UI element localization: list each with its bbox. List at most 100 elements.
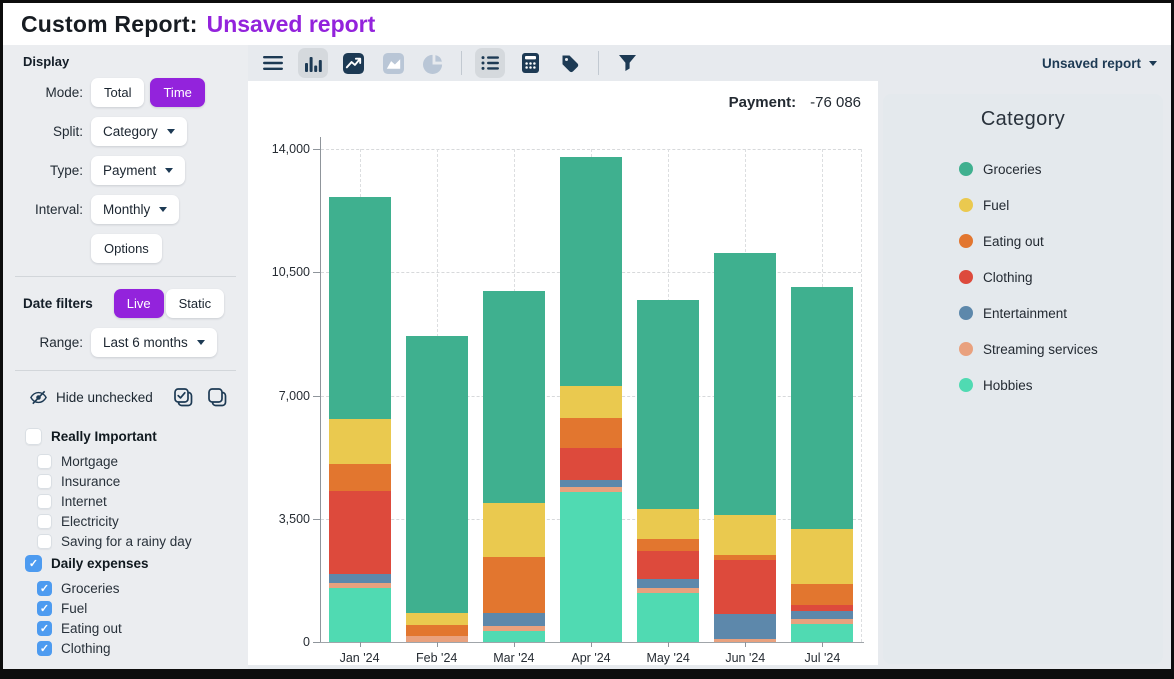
date-filter-static-button[interactable]: Static: [165, 289, 225, 318]
bar-mar-24[interactable]: [482, 149, 545, 642]
menu-icon[interactable]: [258, 48, 288, 78]
legend-item[interactable]: Fuel: [883, 187, 1163, 223]
mode-row: Mode: Total Time: [3, 78, 248, 107]
checkbox-checked[interactable]: ✓: [37, 600, 52, 616]
bar-jun-24[interactable]: [714, 149, 777, 642]
category-label: Clothing: [61, 640, 111, 656]
type-dropdown[interactable]: Payment: [91, 156, 186, 185]
check-all-button[interactable]: [173, 387, 194, 408]
category-row: Saving for a rainy day: [3, 531, 248, 551]
interval-dropdown[interactable]: Monthly: [91, 195, 180, 224]
type-value: Payment: [103, 163, 157, 178]
legend-item-label: Hobbies: [983, 377, 1033, 393]
y-tick: [313, 518, 320, 520]
bar-segment: [482, 290, 545, 503]
chevron-down-icon: [166, 129, 175, 134]
bar-segment: [791, 528, 854, 585]
checkbox-unchecked[interactable]: [37, 533, 52, 549]
checkbox-unchecked[interactable]: [37, 493, 52, 509]
category-label: Fuel: [61, 600, 88, 616]
bar-segment: [328, 418, 391, 465]
x-tick-label: Jun '24: [725, 651, 766, 665]
chevron-down-icon: [159, 207, 168, 212]
options-button[interactable]: Options: [91, 234, 162, 263]
range-dropdown[interactable]: Last 6 months: [91, 328, 217, 357]
bar-segment: [637, 551, 700, 580]
checkbox-checked[interactable]: ✓: [37, 580, 52, 596]
legend-color-dot: [959, 198, 973, 212]
checkbox-unchecked[interactable]: [37, 473, 52, 489]
mode-time-button[interactable]: Time: [150, 78, 205, 107]
split-row: Split: Category: [3, 117, 248, 146]
sidebar: Display Mode: Total Time Split: Category…: [3, 45, 248, 669]
bar-may-24[interactable]: [637, 149, 700, 642]
bar-segment: [328, 196, 391, 419]
bar-segment: [405, 625, 468, 637]
sidebar-divider: [15, 276, 236, 277]
mode-label: Mode:: [45, 85, 83, 100]
uncheck-all-button[interactable]: [207, 387, 228, 408]
checkbox-unchecked[interactable]: [25, 427, 42, 445]
legend-item[interactable]: Entertainment: [883, 295, 1163, 331]
bar-feb-24[interactable]: [405, 149, 468, 642]
legend-item-label: Streaming services: [983, 341, 1098, 357]
legend-item[interactable]: Clothing: [883, 259, 1163, 295]
bar-segment: [560, 447, 622, 480]
body-row: Display Mode: Total Time Split: Category…: [3, 45, 1171, 669]
category-label: Mortgage: [61, 453, 119, 469]
bar-segment: [791, 584, 854, 605]
bar-segment: [405, 612, 468, 626]
hide-unchecked-label: Hide unchecked: [56, 389, 153, 405]
list-icon[interactable]: [475, 48, 505, 78]
bar-segment: [637, 588, 700, 594]
sidebar-divider: [15, 370, 236, 371]
hide-unchecked-row: Hide unchecked: [3, 383, 248, 411]
bar-segment: [714, 514, 777, 556]
x-tick-label: Feb '24: [416, 651, 458, 665]
legend-color-dot: [959, 270, 973, 284]
report-selector[interactable]: Unsaved report: [1042, 45, 1157, 81]
bar-segment: [714, 252, 777, 515]
category-row: Mortgage: [3, 451, 248, 471]
line-chart-icon[interactable]: [338, 48, 368, 78]
chart-total: Payment: -76 086: [729, 94, 861, 111]
legend-item[interactable]: Eating out: [883, 223, 1163, 259]
date-filter-live-button[interactable]: Live: [113, 289, 164, 318]
report-selector-label: Unsaved report: [1041, 55, 1141, 71]
bar-apr-24[interactable]: [560, 149, 622, 642]
checkbox-unchecked[interactable]: [37, 453, 52, 469]
legend-item[interactable]: Groceries: [883, 151, 1163, 187]
legend-item[interactable]: Streaming services: [883, 331, 1163, 367]
range-value: Last 6 months: [103, 335, 188, 350]
checkbox-unchecked[interactable]: [37, 513, 52, 529]
tag-icon[interactable]: [555, 48, 585, 78]
bar-segment: [791, 287, 854, 529]
bar-jul-24[interactable]: [791, 149, 854, 642]
x-tick-label: Jul '24: [804, 651, 841, 665]
legend-item[interactable]: Hobbies: [883, 367, 1163, 403]
y-tick-label: 0: [303, 635, 310, 649]
app-window: Custom Report: Unsaved report Display Mo…: [3, 3, 1171, 669]
chart-total-value: -76 086: [810, 94, 861, 111]
checkbox-checked[interactable]: ✓: [25, 554, 42, 572]
bar-segment: [405, 636, 468, 642]
bar-segment: [560, 479, 622, 488]
area-chart-icon[interactable]: [378, 48, 408, 78]
y-tick-label: 14,000: [271, 142, 310, 156]
x-tick: [591, 642, 592, 647]
interval-label: Interval:: [34, 202, 83, 217]
toolbar-icons: [253, 48, 647, 78]
filter-icon[interactable]: [612, 48, 642, 78]
calculator-icon[interactable]: [515, 48, 545, 78]
checkbox-checked[interactable]: ✓: [37, 640, 52, 656]
split-dropdown[interactable]: Category: [91, 117, 187, 146]
mode-total-button[interactable]: Total: [91, 78, 145, 107]
bar-chart-icon[interactable]: [298, 48, 328, 78]
category-tree: Really Important Mortgage Insurance Interne…: [3, 424, 248, 658]
bar-jan-24[interactable]: [328, 149, 391, 642]
split-label: Split:: [52, 124, 83, 139]
pie-chart-icon[interactable]: [418, 48, 448, 78]
checkbox-checked[interactable]: ✓: [37, 620, 52, 636]
interval-value: Monthly: [103, 202, 151, 217]
